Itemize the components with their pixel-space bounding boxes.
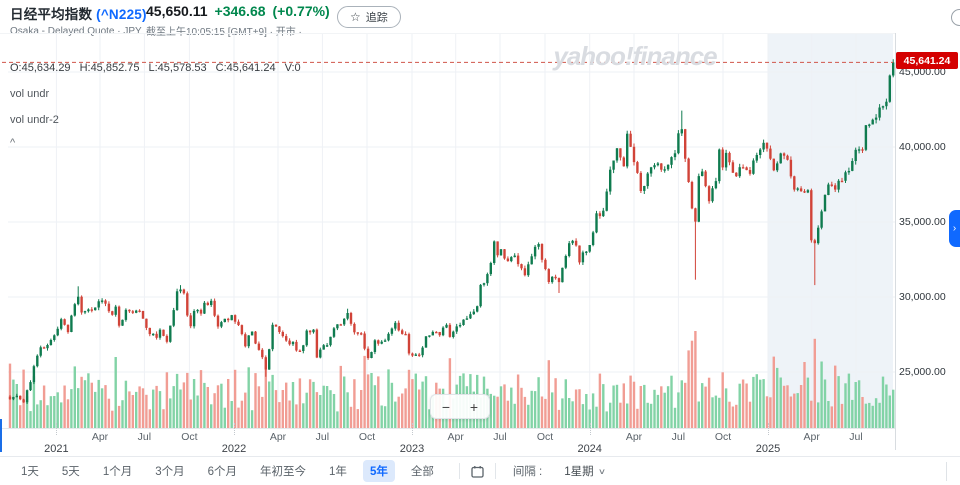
x-axis-label: Jul — [493, 431, 507, 443]
year-tick — [768, 423, 770, 435]
interval-label: 间隔 : — [512, 466, 543, 478]
price-block: 45,650.11 +346.68 (+0.77%) 截至上午10:05:15 [G… — [146, 3, 330, 38]
quote-header: 日经平均指数 (^N225) Osaka - Delayed Quote · J… — [0, 0, 960, 38]
title-block: 日经平均指数 (^N225) Osaka - Delayed Quote · J… — [10, 3, 147, 37]
calendar-icon — [471, 465, 484, 478]
x-axis-label: Apr — [269, 431, 287, 443]
ohlc-low: L:45,578.53 — [148, 62, 207, 74]
range-button-3个月[interactable]: 3个月 — [148, 460, 191, 482]
x-axis-label: 2024 — [577, 443, 602, 455]
range-button-5天[interactable]: 5天 — [55, 460, 87, 482]
instrument-name: 日经平均指数 — [10, 7, 97, 22]
last-price: 45,650.11 — [146, 3, 208, 19]
x-axis-label: Jul — [671, 431, 686, 443]
x-axis-label: Oct — [536, 431, 554, 443]
price-change: +346.68 — [214, 3, 266, 19]
range-button-6个月[interactable]: 6个月 — [201, 460, 244, 482]
indicator-label-vol-undr[interactable]: vol undr — [10, 88, 50, 100]
x-axis-label: Apr — [803, 431, 820, 443]
x-axis-label: Jul — [137, 431, 152, 443]
year-tick — [234, 423, 236, 435]
calendar-button[interactable] — [469, 463, 486, 480]
toolbar-divider — [458, 463, 460, 479]
gridlines — [8, 33, 895, 428]
toolbar-right-divider — [946, 462, 947, 481]
zoom-control: − + — [430, 394, 490, 419]
ohlc-volume: V:0 — [284, 62, 301, 74]
range-button-年初至今[interactable]: 年初至今 — [253, 460, 313, 482]
ticker-symbol: (^N225) — [96, 7, 147, 22]
x-axis-label: 2025 — [755, 443, 781, 455]
follow-button-label: 追踪 — [365, 12, 388, 24]
range-button-1天[interactable]: 1天 — [14, 460, 46, 482]
ohlc-open: O:45,634.29 — [10, 62, 71, 74]
ohlc-readout: O:45,634.29 H:45,852.75 L:45,578.53 C:45,64… — [10, 62, 310, 74]
zoom-in-button[interactable]: + — [460, 396, 488, 417]
y-axis-label: 45,000.00 — [899, 66, 946, 78]
x-axis-label: 2022 — [221, 443, 247, 455]
x-axis-label: Oct — [181, 431, 198, 443]
range-button-1年[interactable]: 1年 — [322, 460, 354, 482]
y-axis-label: 30,000.00 — [899, 291, 946, 303]
price-change-percent: (+0.77%) — [272, 3, 330, 19]
chevron-right-icon: › — [952, 223, 957, 234]
year-tick — [412, 423, 414, 435]
axis-highlight-sliver — [0, 419, 2, 452]
chart-area[interactable]: O:45,634.29 H:45,852.75 L:45,578.53 C:45,64… — [0, 33, 960, 456]
x-axis-label: Apr — [625, 431, 643, 443]
page-title: 日经平均指数 (^N225) — [10, 3, 147, 23]
year-tick — [589, 423, 592, 435]
candlestick-chart[interactable] — [0, 33, 960, 456]
zoom-out-button[interactable]: − — [432, 396, 460, 417]
interval-value: 1星期 — [564, 466, 594, 478]
star-icon: ☆ — [350, 10, 361, 24]
current-price-tag: 45,641.24 — [896, 52, 958, 69]
ohlc-close: C:45,641.24 — [215, 62, 276, 74]
exchange-info: Osaka - Delayed Quote · JPY — [10, 26, 142, 37]
x-axis-label: Oct — [714, 431, 732, 443]
clock-icon — [951, 9, 960, 26]
chevron-down-icon: ∨ — [597, 466, 606, 476]
interval-dropdown[interactable]: 1星期 ∨ — [564, 463, 606, 479]
ohlc-high: H:45,852.75 — [79, 62, 140, 74]
x-axis-label: Jul — [849, 431, 863, 443]
x-axis-label: Apr — [91, 431, 109, 443]
collapse-caret-icon[interactable]: ^ — [10, 137, 16, 149]
indicator-label-vol-undr-2[interactable]: vol undr-2 — [10, 114, 59, 126]
x-axis-label: 2021 — [44, 443, 69, 455]
year-tick — [56, 423, 58, 435]
x-axis-label: 2023 — [399, 443, 425, 455]
recent-band — [768, 33, 893, 428]
chart-lines — [0, 33, 896, 450]
x-axis-label: Jul — [315, 431, 330, 443]
range-button-1个月[interactable]: 1个月 — [96, 460, 139, 482]
chart-toolbar: 1天 5天 1个月 3个月 6个月 年初至今 1年 5年 全部 间隔 : 1星期 ∨ — [0, 456, 960, 485]
x-axis-label: Oct — [358, 431, 376, 443]
panel-expand-tab[interactable]: › — [949, 210, 960, 247]
range-button-5年[interactable]: 5年 — [362, 460, 395, 482]
y-axis-label: 35,000.00 — [899, 216, 946, 228]
y-axis-label: 25,000.00 — [899, 366, 946, 378]
toolbar-divider — [494, 463, 496, 479]
x-axis-label: Apr — [447, 431, 464, 443]
as-of-timestamp: 截至上午10:05:15 [GMT+9] · 开市 · — [146, 27, 302, 38]
candles — [8, 59, 895, 404]
y-axis-label: 40,000.00 — [899, 141, 946, 153]
range-button-全部[interactable]: 全部 — [404, 460, 441, 482]
follow-button[interactable]: ☆ 追踪 — [337, 6, 401, 28]
